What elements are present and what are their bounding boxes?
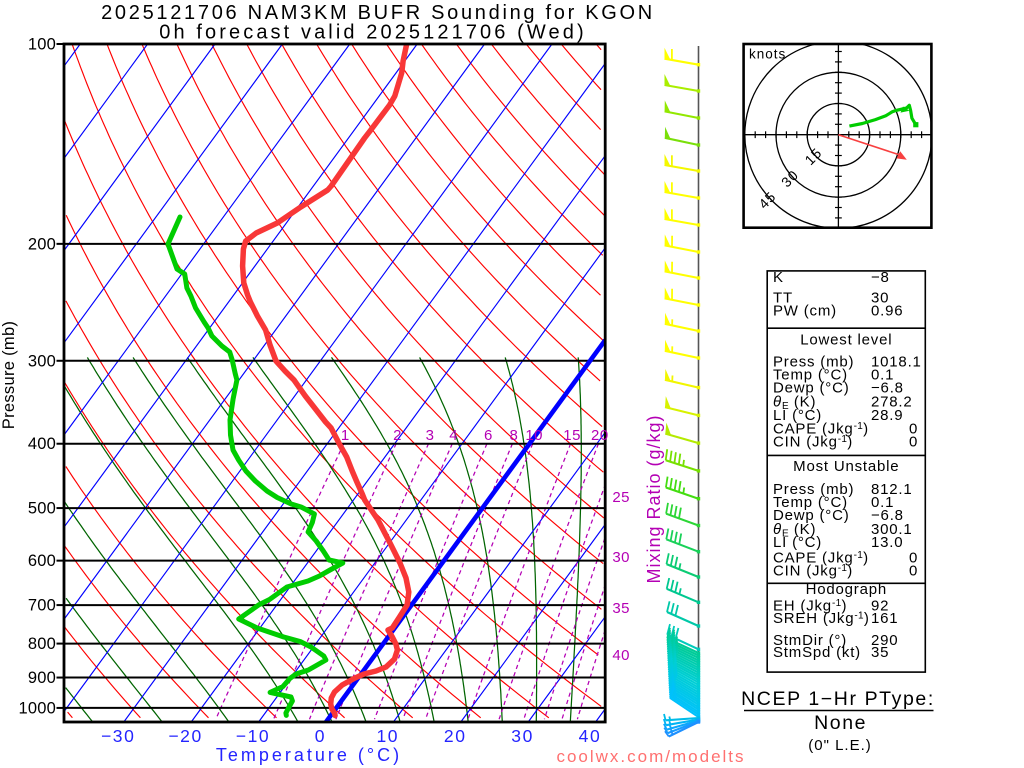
- svg-text:900: 900: [28, 669, 56, 687]
- svg-text:−6.8: −6.8: [871, 380, 904, 397]
- svg-text:15: 15: [563, 427, 581, 444]
- svg-text:−6.8: −6.8: [871, 507, 904, 524]
- svg-text:290: 290: [871, 632, 898, 649]
- svg-text:1: 1: [341, 427, 350, 444]
- svg-text:92: 92: [871, 598, 889, 615]
- svg-text:CAPE (Jkg-1): CAPE (Jkg-1): [773, 421, 869, 438]
- svg-text:Lowest level: Lowest level: [800, 332, 892, 349]
- svg-text:NCEP 1−Hr PType:: NCEP 1−Hr PType:: [741, 688, 935, 710]
- svg-text:None: None: [814, 712, 867, 734]
- svg-text:35: 35: [612, 600, 630, 617]
- svg-text:30: 30: [612, 549, 630, 566]
- svg-text:40: 40: [579, 726, 602, 746]
- svg-text:200: 200: [28, 235, 56, 253]
- svg-text:LI (°C): LI (°C): [773, 407, 822, 424]
- svg-text:PW (cm): PW (cm): [773, 303, 837, 320]
- svg-text:Dewp (°C): Dewp (°C): [773, 507, 850, 524]
- svg-text:2025121706 NAM3KM BUFR Soundin: 2025121706 NAM3KM BUFR Sounding for KGON: [101, 2, 655, 24]
- svg-text:Mixing Ratio (g/kg): Mixing Ratio (g/kg): [644, 414, 664, 583]
- svg-text:10: 10: [376, 726, 399, 746]
- svg-text:Temp (°C): Temp (°C): [773, 494, 848, 511]
- svg-text:20: 20: [591, 427, 609, 444]
- svg-text:0: 0: [315, 726, 326, 746]
- svg-text:Press (mb): Press (mb): [773, 481, 854, 498]
- svg-text:coolwx.com/modelts: coolwx.com/modelts: [556, 747, 745, 766]
- svg-text:800: 800: [28, 635, 56, 653]
- svg-text:Dewp (°C): Dewp (°C): [773, 380, 850, 397]
- svg-text:Temperature (°C): Temperature (°C): [216, 745, 402, 765]
- svg-text:400: 400: [28, 435, 56, 453]
- svg-text:(0" L.E.): (0" L.E.): [808, 737, 872, 754]
- svg-text:161: 161: [871, 610, 898, 627]
- svg-text:CAPE (Jkg-1): CAPE (Jkg-1): [773, 550, 869, 567]
- svg-text:1018.1: 1018.1: [871, 354, 922, 371]
- svg-text:20: 20: [444, 726, 467, 746]
- svg-text:700: 700: [28, 597, 56, 615]
- svg-text:EH (Jkg-1): EH (Jkg-1): [773, 598, 847, 615]
- svg-text:25: 25: [612, 489, 630, 506]
- svg-text:0.1: 0.1: [871, 494, 894, 511]
- svg-text:13.0: 13.0: [871, 534, 903, 551]
- svg-text:600: 600: [28, 552, 56, 570]
- svg-text:30: 30: [511, 726, 534, 746]
- svg-text:0: 0: [909, 563, 918, 580]
- svg-text:0.1: 0.1: [871, 367, 894, 384]
- svg-text:Pressure (mb): Pressure (mb): [0, 321, 18, 429]
- svg-text:Most Unstable: Most Unstable: [793, 458, 899, 475]
- svg-text:812.1: 812.1: [871, 481, 913, 498]
- svg-text:3: 3: [426, 427, 435, 444]
- svg-text:28.9: 28.9: [871, 407, 903, 424]
- svg-text:θE (K): θE (K): [773, 521, 816, 540]
- svg-text:0h forecast valid 2025121706 (: 0h forecast valid 2025121706 (Wed): [159, 22, 586, 44]
- svg-text:35: 35: [871, 644, 889, 661]
- svg-text:0: 0: [909, 434, 918, 451]
- svg-text:30: 30: [871, 290, 889, 307]
- svg-text:0.96: 0.96: [871, 303, 903, 320]
- svg-text:CIN (Jkg-1): CIN (Jkg-1): [773, 434, 853, 451]
- svg-text:StmDir (°): StmDir (°): [773, 632, 847, 649]
- svg-text:2: 2: [393, 427, 402, 444]
- svg-text:StmSpd (kt): StmSpd (kt): [773, 644, 861, 661]
- svg-text:Hodograph: Hodograph: [806, 581, 887, 598]
- svg-text:4: 4: [449, 427, 458, 444]
- svg-text:K: K: [773, 269, 784, 286]
- svg-text:SREH (Jkg-1): SREH (Jkg-1): [773, 610, 870, 627]
- svg-text:0: 0: [909, 421, 918, 438]
- svg-text:LI (°C): LI (°C): [773, 534, 822, 551]
- svg-text:278.2: 278.2: [871, 394, 913, 411]
- svg-text:TT: TT: [773, 290, 793, 307]
- svg-text:40: 40: [612, 647, 630, 664]
- svg-text:CIN (Jkg-1): CIN (Jkg-1): [773, 563, 853, 580]
- svg-text:500: 500: [28, 500, 56, 518]
- svg-text:8: 8: [509, 427, 518, 444]
- svg-text:1000: 1000: [18, 699, 56, 717]
- svg-text:Press (mb): Press (mb): [773, 354, 854, 371]
- svg-text:−8: −8: [871, 269, 890, 286]
- svg-text:θE (K): θE (K): [773, 394, 816, 413]
- svg-text:300: 300: [28, 352, 56, 370]
- svg-text:Temp (°C): Temp (°C): [773, 367, 848, 384]
- svg-text:10: 10: [525, 427, 543, 444]
- svg-text:−10: −10: [236, 726, 271, 746]
- svg-text:100: 100: [28, 36, 56, 54]
- svg-text:6: 6: [484, 427, 493, 444]
- svg-text:−30: −30: [101, 726, 136, 746]
- svg-text:0: 0: [909, 550, 918, 567]
- svg-text:knots: knots: [749, 47, 786, 62]
- svg-text:−20: −20: [168, 726, 203, 746]
- svg-text:300.1: 300.1: [871, 521, 913, 538]
